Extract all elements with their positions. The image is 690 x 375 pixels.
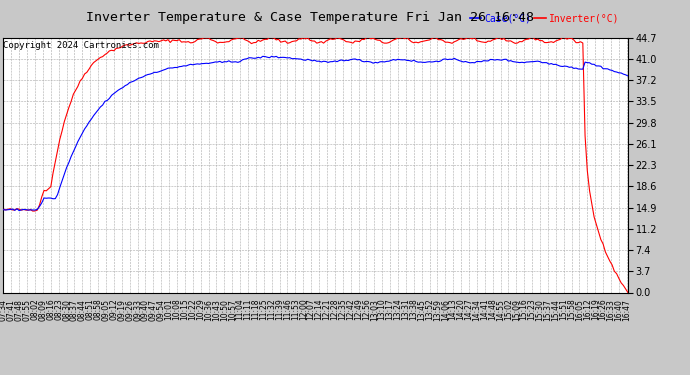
Text: Copyright 2024 Cartronics.com: Copyright 2024 Cartronics.com — [3, 41, 159, 50]
Text: Inverter Temperature & Case Temperature Fri Jan 26 16:48: Inverter Temperature & Case Temperature … — [86, 11, 535, 24]
Legend: Case(°C), Inverter(°C): Case(°C), Inverter(°C) — [466, 9, 623, 27]
